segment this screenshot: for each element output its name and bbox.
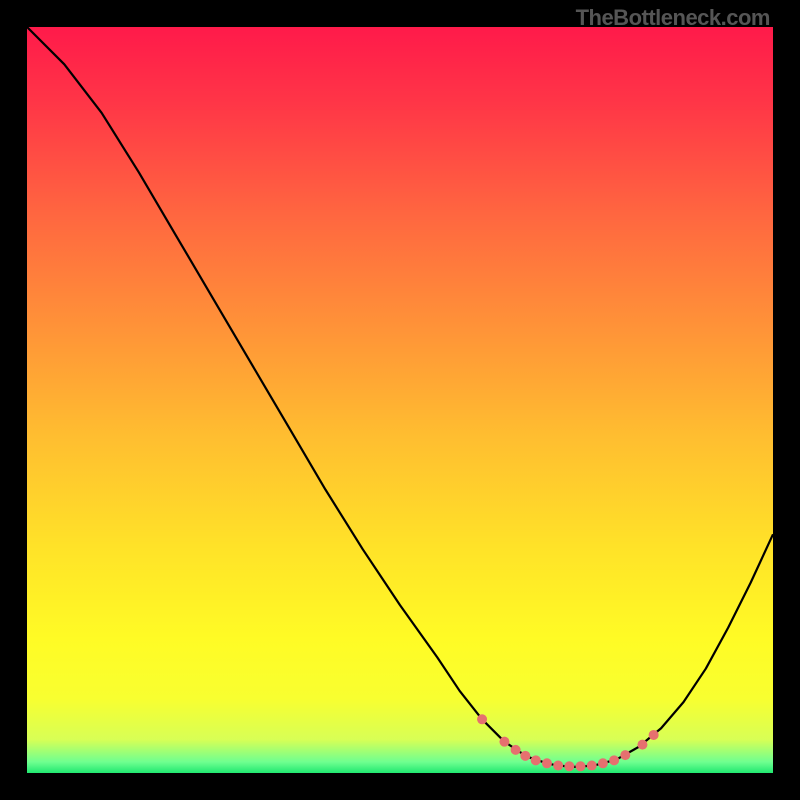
marker-point <box>511 745 521 755</box>
marker-point <box>477 714 487 724</box>
gradient-background <box>27 27 773 773</box>
marker-point <box>542 758 552 768</box>
marker-point <box>553 761 563 771</box>
plot-area <box>27 27 773 773</box>
marker-point <box>609 755 619 765</box>
watermark-text: TheBottleneck.com <box>576 5 770 31</box>
marker-point <box>531 755 541 765</box>
marker-point <box>598 758 608 768</box>
plot-svg <box>27 27 773 773</box>
marker-point <box>576 761 586 771</box>
marker-point <box>637 740 647 750</box>
marker-point <box>520 751 530 761</box>
chart-container: TheBottleneck.com <box>0 0 800 800</box>
marker-point <box>649 730 659 740</box>
marker-point <box>564 761 574 771</box>
marker-point <box>620 750 630 760</box>
marker-point <box>499 737 509 747</box>
marker-point <box>587 761 597 771</box>
